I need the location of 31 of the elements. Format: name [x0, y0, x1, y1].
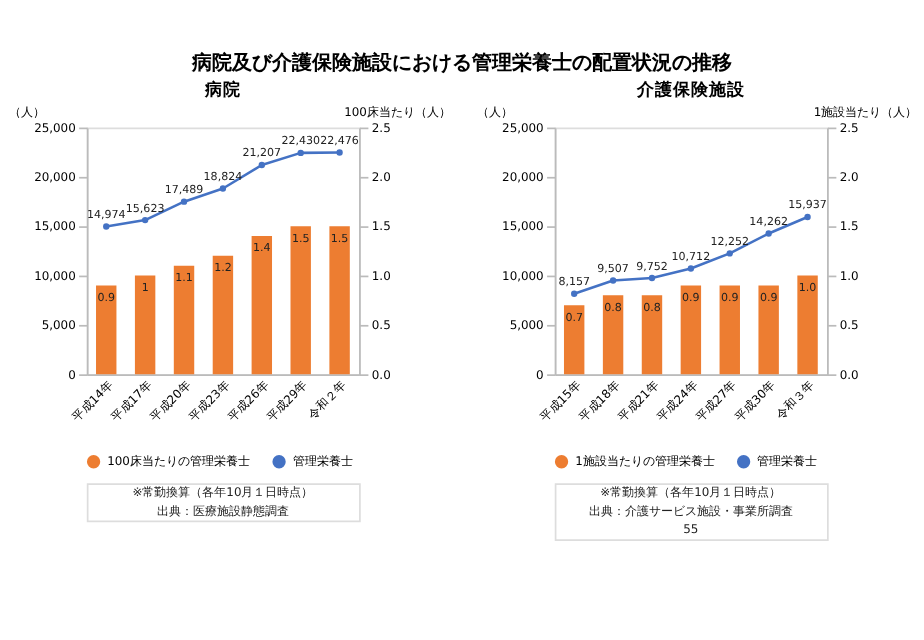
- bar: [680, 285, 702, 375]
- bar: [719, 285, 740, 375]
- point: [571, 290, 578, 297]
- bar: [251, 236, 273, 375]
- point: [765, 230, 772, 237]
- bar: [329, 226, 350, 375]
- bar: [641, 295, 663, 375]
- chart-title: 介護保険施設: [634, 79, 747, 102]
- point: [336, 149, 343, 156]
- point: [103, 223, 110, 230]
- bar: [758, 285, 779, 375]
- bar: [563, 305, 585, 375]
- text: 病院及び介護保険施設における管理栄養士の配置状況の推移: [190, 50, 733, 75]
- point: [687, 265, 695, 272]
- point: [648, 274, 656, 282]
- bar: [290, 226, 311, 375]
- point: [297, 149, 304, 157]
- chart-title: 病院: [202, 79, 241, 102]
- bar: [96, 285, 117, 375]
- point: [180, 198, 188, 205]
- point: [141, 216, 149, 224]
- bar: [602, 295, 624, 375]
- bar: [173, 265, 195, 375]
- bar: [797, 275, 818, 375]
- point: [258, 161, 265, 169]
- bar: [212, 255, 234, 375]
- point: [219, 185, 227, 192]
- point: [804, 213, 811, 221]
- point: [726, 250, 733, 257]
- bar: [134, 275, 156, 375]
- point: [609, 277, 617, 284]
